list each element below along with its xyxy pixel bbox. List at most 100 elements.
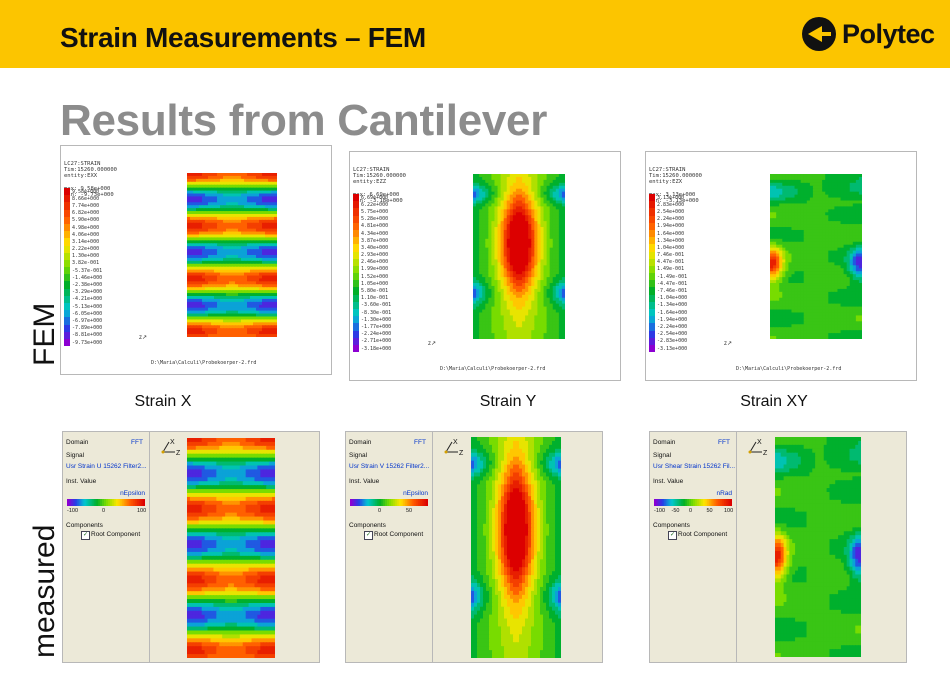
legend-value: -3.60e-001: [361, 302, 392, 309]
contour-cell: [232, 293, 236, 297]
contour-cell: [858, 244, 862, 249]
contour-cell: [785, 277, 789, 281]
contour-cell: [274, 310, 277, 315]
legend-row: 6.22e+000: [353, 201, 391, 209]
contour-cell: [537, 262, 542, 266]
contour-cell: [262, 219, 266, 224]
contour-cell: [226, 178, 230, 183]
legend-swatch: [353, 309, 359, 317]
contour-cell: [555, 191, 560, 196]
contour-cell: [549, 327, 554, 331]
legend-swatch: [64, 209, 70, 217]
contour-cell: [543, 333, 548, 337]
contour-cell: [843, 209, 848, 213]
contour-cell: [247, 316, 251, 321]
contour-cell: [479, 330, 483, 334]
contour-cell: [271, 275, 275, 280]
contour-cell: [837, 271, 842, 275]
contour-cell: [816, 218, 820, 222]
contour-cell: [238, 173, 242, 177]
contour-cell: [519, 265, 523, 269]
contour-cell: [479, 262, 483, 266]
legend-row: 4.81e+000: [353, 222, 391, 230]
contour-cell: [543, 265, 548, 269]
contour-cell: [494, 212, 499, 216]
contour-cell: [208, 322, 212, 326]
contour-cell: [812, 271, 817, 275]
contour-cell: [232, 175, 236, 180]
contour-cell: [840, 241, 845, 246]
contour-cell: [549, 212, 554, 216]
contour-cell: [205, 301, 209, 306]
contour-cell: [552, 291, 557, 296]
contour-cell: [782, 250, 786, 255]
contour-cell: [846, 259, 851, 263]
contour-cell: [543, 218, 548, 222]
contour-cell: [537, 188, 542, 193]
contour-cell: [543, 188, 548, 193]
contour-cell: [500, 209, 505, 213]
contour-cell: [843, 253, 848, 258]
contour-cell: [558, 315, 563, 319]
contour-cell: [800, 288, 805, 293]
contour-cell: [274, 196, 277, 200]
contour-cell: [238, 319, 242, 323]
legend-row: 1.64e+000: [649, 229, 687, 238]
contour-cell: [846, 247, 851, 252]
contour-cell: [259, 298, 263, 303]
contour-cell: [479, 191, 483, 196]
contour-cell: [779, 203, 783, 208]
contour-cell: [512, 174, 517, 178]
contour-cell: [540, 265, 545, 269]
contour-cell: [238, 263, 242, 268]
contour-cell: [256, 266, 260, 271]
contour-cell: [528, 238, 532, 243]
contour-cell: [819, 247, 823, 252]
contour-cell: [208, 208, 212, 212]
contour-cell: [788, 291, 793, 296]
contour-cell: [265, 237, 269, 241]
contour-cell: [494, 253, 499, 258]
contour-cell: [519, 253, 523, 258]
contour-cell: [202, 225, 206, 230]
contour-cell: [858, 221, 862, 225]
contour-cell: [849, 176, 854, 181]
contour-cell: [515, 291, 520, 296]
contour-cell: [250, 190, 254, 195]
contour-cell: [238, 304, 242, 309]
contour-cell: [785, 280, 789, 284]
contour-cell: [858, 280, 862, 284]
contour-cell: [232, 325, 236, 329]
contour-cell: [250, 196, 254, 200]
contour-cell: [537, 306, 542, 311]
contour-cell: [806, 194, 811, 199]
contour-cell: [779, 247, 783, 252]
contour-cell: [223, 219, 227, 224]
contour-cell: [271, 255, 275, 259]
contour-cell: [211, 296, 215, 300]
contour-cell: [831, 247, 835, 252]
contour-cell: [274, 243, 277, 247]
contour-cell: [199, 178, 203, 183]
contour-cell: [776, 274, 780, 278]
contour-cell: [525, 333, 529, 337]
contour-cell: [217, 275, 221, 280]
legend-row: -2.54e+000: [649, 330, 687, 338]
contour-cell: [528, 215, 532, 219]
contour-cell: [205, 278, 209, 282]
contour-cell: [837, 194, 842, 199]
contour-cell: [271, 263, 275, 268]
contour-cell: [822, 197, 826, 202]
contour-cell: [825, 191, 829, 196]
contour-cell: [522, 277, 526, 281]
contour-cell: [497, 176, 502, 181]
contour-cell: [525, 277, 529, 281]
contour-cell: [846, 253, 851, 258]
contour-cell: [226, 202, 230, 206]
contour-cell: [522, 174, 526, 178]
contour-cell: [485, 185, 489, 190]
contour-cell: [485, 206, 489, 210]
contour-cell: [491, 247, 496, 252]
contour-cell: [256, 211, 260, 215]
contour-cell: [509, 268, 514, 272]
